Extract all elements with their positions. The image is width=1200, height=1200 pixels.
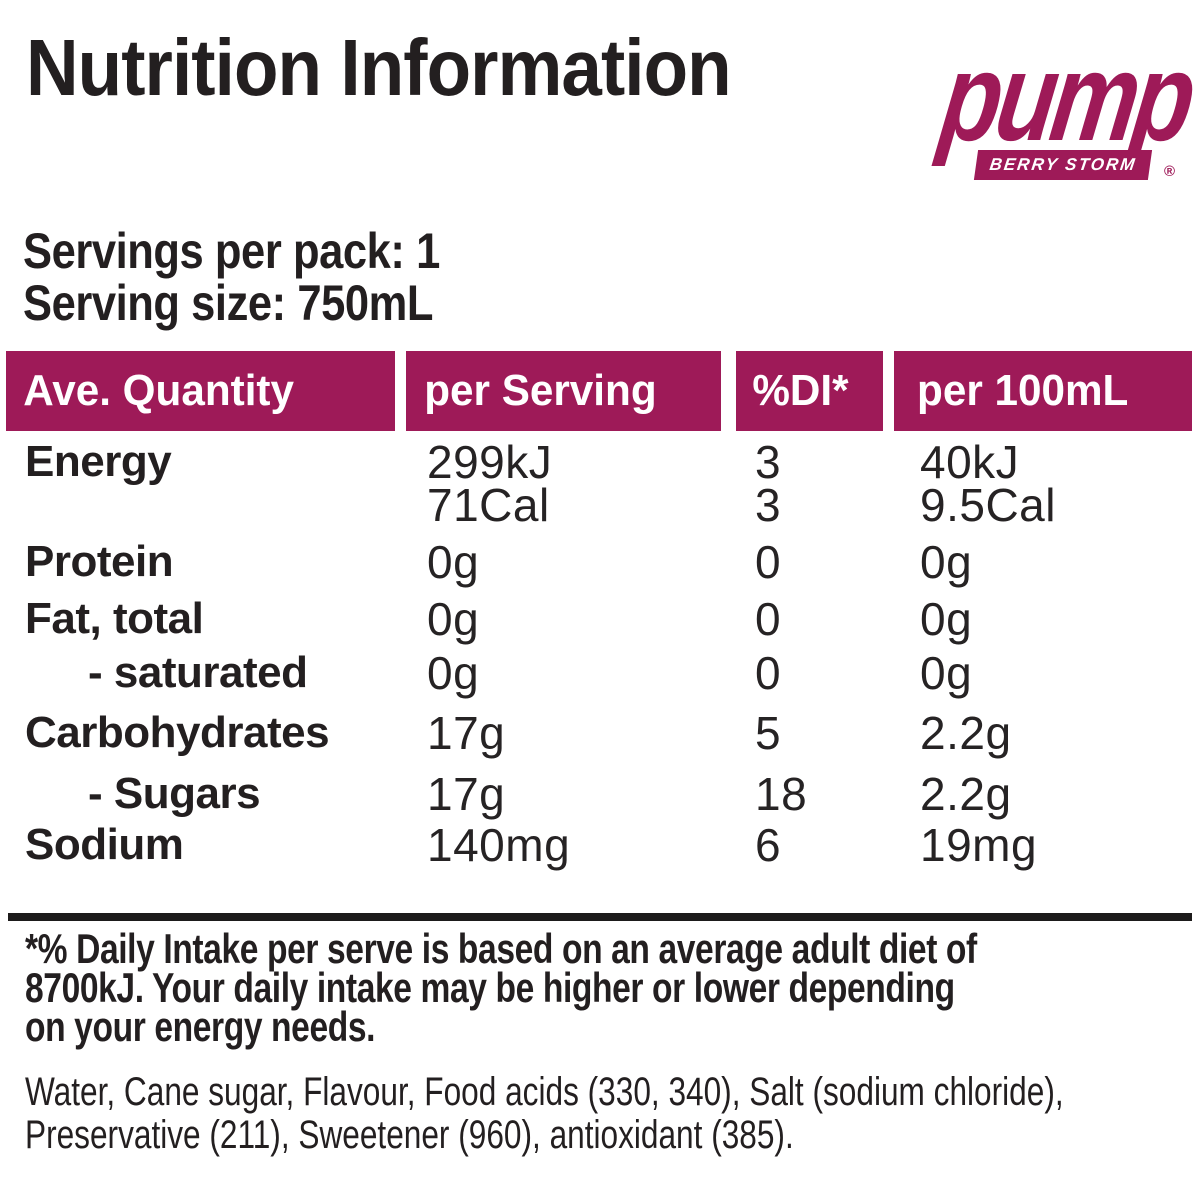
cell-per-100ml: 0g: [920, 536, 973, 588]
table-row-energy-cal: 71Cal 3 9.5Cal: [25, 478, 1192, 531]
cell-label: Energy: [25, 437, 172, 486]
column-header-label: per Serving: [424, 366, 657, 415]
serving-size: Serving size: 750mL: [23, 275, 434, 331]
cell-per-100ml: 19mg: [920, 819, 1038, 871]
brand-variant-banner: BERRY STORM: [973, 150, 1153, 180]
table-row-saturated: - saturated 0g 0 0g: [25, 646, 1192, 699]
cell-per-serving: 0g: [427, 593, 480, 645]
cell-di: 3: [755, 479, 782, 531]
cell-per-100ml: 2.2g: [920, 707, 1012, 759]
cell-label: - Sugars: [88, 769, 261, 818]
table-row-protein: Protein 0g 0 0g: [25, 535, 1192, 588]
cell-per-100ml: 9.5Cal: [920, 479, 1056, 531]
column-header-label: %DI*: [752, 366, 849, 415]
cell-label: Sodium: [25, 820, 184, 869]
cell-di: 6: [755, 819, 782, 871]
footnote-line: on your energy needs.: [25, 1003, 376, 1050]
column-header-di: %DI*: [736, 351, 883, 431]
cell-di: 0: [755, 593, 782, 645]
cell-di: 0: [755, 536, 782, 588]
column-header-label: per 100mL: [917, 366, 1129, 415]
footnote-line: 8700kJ. Your daily intake may be higher …: [25, 964, 955, 1011]
brand-logo: pump BERRY STORM ®: [933, 28, 1200, 198]
registered-trademark-icon: ®: [1164, 163, 1176, 180]
daily-intake-footnote: *% Daily Intake per serve is based on an…: [25, 925, 977, 1050]
column-header-per-serving: per Serving: [406, 351, 721, 431]
cell-per-100ml: 0g: [920, 593, 973, 645]
cell-di: 0: [755, 647, 782, 699]
cell-per-serving: 299kJ: [427, 436, 553, 488]
cell-label: Carbohydrates: [25, 708, 330, 757]
cell-per-serving: 17g: [427, 768, 506, 820]
cell-per-100ml: 0g: [920, 647, 973, 699]
brand-variant-label: BERRY STORM: [988, 155, 1138, 174]
ingredients-list: Water, Cane sugar, Flavour, Food acids (…: [25, 1071, 1064, 1157]
cell-per-serving: 0g: [427, 536, 480, 588]
column-header-ave-quantity: Ave. Quantity: [6, 351, 395, 431]
cell-per-100ml: 2.2g: [920, 768, 1012, 820]
cell-per-serving: 71Cal: [427, 479, 550, 531]
table-row-energy: Energy 299kJ 3 40kJ: [25, 435, 1192, 488]
cell-per-100ml: 40kJ: [920, 436, 1020, 488]
cell-per-serving: 140mg: [427, 819, 571, 871]
cell-label: - saturated: [88, 648, 308, 697]
column-header-per-100ml: per 100mL: [894, 351, 1192, 431]
table-row-fat-total: Fat, total 0g 0 0g: [25, 592, 1192, 645]
cell-label: Protein: [25, 537, 174, 586]
cell-per-serving: 17g: [427, 707, 506, 759]
ingredients-line: Water, Cane sugar, Flavour, Food acids (…: [25, 1070, 1064, 1114]
footnote-line: *% Daily Intake per serve is based on an…: [25, 925, 977, 972]
column-header-label: Ave. Quantity: [23, 366, 294, 415]
cell-per-serving: 0g: [427, 647, 480, 699]
divider-bar: [8, 913, 1192, 921]
servings-per-pack: Servings per pack: 1: [23, 223, 440, 279]
pump-wordmark: pump: [933, 28, 1200, 167]
table-row-sodium: Sodium 140mg 6 19mg: [25, 818, 1192, 871]
ingredients-line: Preservative (211), Sweetener (960), ant…: [25, 1113, 794, 1157]
cell-di: 18: [755, 768, 808, 820]
cell-label: Fat, total: [25, 594, 204, 643]
table-row-sugars: - Sugars 17g 18 2.2g: [25, 767, 1192, 820]
cell-di: 3: [755, 436, 782, 488]
page-title: Nutrition Information: [26, 23, 732, 112]
table-row-carbohydrates: Carbohydrates 17g 5 2.2g: [25, 706, 1192, 759]
cell-di: 5: [755, 707, 782, 759]
